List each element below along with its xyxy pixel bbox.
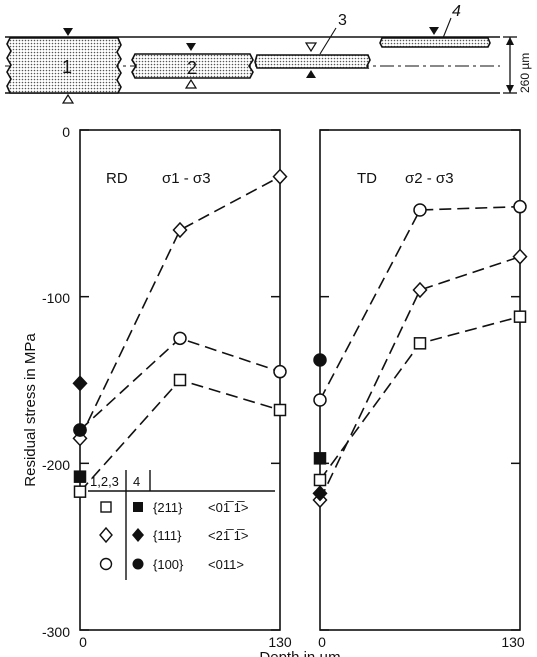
td-point-open-circle-1	[413, 203, 427, 217]
legend-plane-1: {211}	[153, 500, 183, 515]
rd-point-open-diamond-2	[272, 168, 288, 185]
panel-rd-label: RD	[106, 170, 128, 187]
td-point-open-square-2	[513, 310, 527, 323]
rd-point-open-circle-2	[273, 364, 287, 379]
panel-rd-markers	[72, 168, 288, 498]
legend-open-square	[100, 501, 112, 513]
td-x-tick-label-0: 0	[318, 634, 326, 650]
marker-open-triangle-1	[61, 93, 75, 104]
rd-point-open-square-0	[73, 485, 87, 498]
rd-point-filled-circle-0	[73, 423, 87, 437]
thickness-label: 260 µm	[518, 53, 532, 93]
td-point-open-circle-2	[513, 199, 527, 214]
marker-filled-triangle-3	[306, 70, 316, 78]
td-point-filled-circle-0	[313, 353, 327, 367]
y-tick-label-100: -100	[42, 290, 70, 306]
td-point-open-diamond-1	[412, 281, 428, 299]
td-point-filled-diamond-0	[312, 485, 328, 502]
sample-2-section	[131, 53, 254, 79]
sample-schematic	[5, 17, 517, 104]
x-axis-label: Depth in µm	[259, 649, 340, 657]
y-tick-label-300: -300	[42, 624, 70, 640]
panel-rd-stress-label: σ1 - σ3	[162, 170, 211, 187]
legend: 1,2,3 4 {211} {111} {100} <01̅ 1̅> <21̅ …	[88, 470, 275, 580]
marker-open-triangle-3	[304, 42, 318, 53]
td-x-tick-label-130: 130	[501, 634, 525, 650]
panel-td-stress-label: σ2 - σ3	[405, 170, 454, 187]
panel-td-frame	[319, 129, 521, 631]
legend-direction-1: <01̅ 1̅>	[208, 500, 249, 515]
sample-4-section	[379, 37, 491, 48]
sample-1-section	[6, 37, 122, 94]
legend-open-diamond	[99, 526, 113, 544]
panel-td-lines	[319, 205, 521, 501]
legend-header-filled: 4	[133, 474, 140, 489]
panel-td-markers	[312, 199, 528, 509]
legend-filled-square	[133, 502, 143, 512]
rd-point-filled-diamond-0	[72, 375, 88, 392]
marker-filled-triangle-2	[186, 43, 196, 51]
td-series-line-diamond	[319, 255, 521, 501]
legend-direction-2: <21̅ 1̅>	[208, 528, 249, 543]
sample-3-section	[254, 54, 371, 69]
panel-rd: RD σ1 - σ3 0 -100 -200 -300 0 130 1,2,3 …	[42, 124, 292, 650]
legend-direction-3: <011>	[208, 557, 244, 572]
panel-td-label: TD	[357, 170, 377, 187]
sample-label-2: 2	[187, 58, 197, 78]
sample-labels: 1 2 3 4 260 µm	[62, 3, 532, 93]
rd-point-open-square-1	[173, 373, 187, 387]
panel-rd-ticks	[80, 129, 280, 631]
td-point-open-circle-0	[313, 393, 327, 407]
rd-x-tick-label-0: 0	[79, 634, 87, 650]
rd-point-open-square-2	[273, 403, 287, 417]
rd-series-line-diamond	[79, 175, 281, 439]
legend-plane-3: {100}	[153, 557, 184, 572]
sample-label-1: 1	[62, 57, 72, 77]
rd-x-tick-label-130: 130	[268, 634, 292, 650]
marker-filled-triangle-1	[63, 28, 73, 36]
y-tick-label-0: 0	[62, 124, 70, 140]
td-point-filled-square-0	[313, 452, 327, 465]
td-point-open-diamond-2	[512, 248, 528, 265]
legend-open-circle	[99, 557, 113, 571]
legend-header-open: 1,2,3	[90, 474, 119, 489]
rd-point-open-circle-1	[173, 331, 187, 346]
td-point-open-square-1	[413, 337, 427, 350]
marker-filled-triangle-4	[429, 27, 439, 35]
y-tick-label-200: -200	[42, 457, 70, 473]
legend-plane-2: {111}	[153, 528, 182, 543]
sample-label-4: 4	[452, 3, 461, 20]
legend-filled-diamond	[132, 528, 144, 542]
td-point-open-square-0	[313, 473, 327, 487]
rd-point-open-diamond-1	[172, 221, 188, 239]
y-axis-label: Residual stress in MPa	[22, 333, 39, 487]
td-series-line-circle	[319, 205, 521, 401]
sample-label-3: 3	[338, 12, 347, 29]
panel-td: TD σ2 - σ3 0 130	[312, 129, 528, 650]
rd-point-filled-square-0	[73, 470, 87, 483]
marker-open-triangle-2	[184, 78, 198, 89]
legend-filled-circle	[132, 558, 144, 570]
